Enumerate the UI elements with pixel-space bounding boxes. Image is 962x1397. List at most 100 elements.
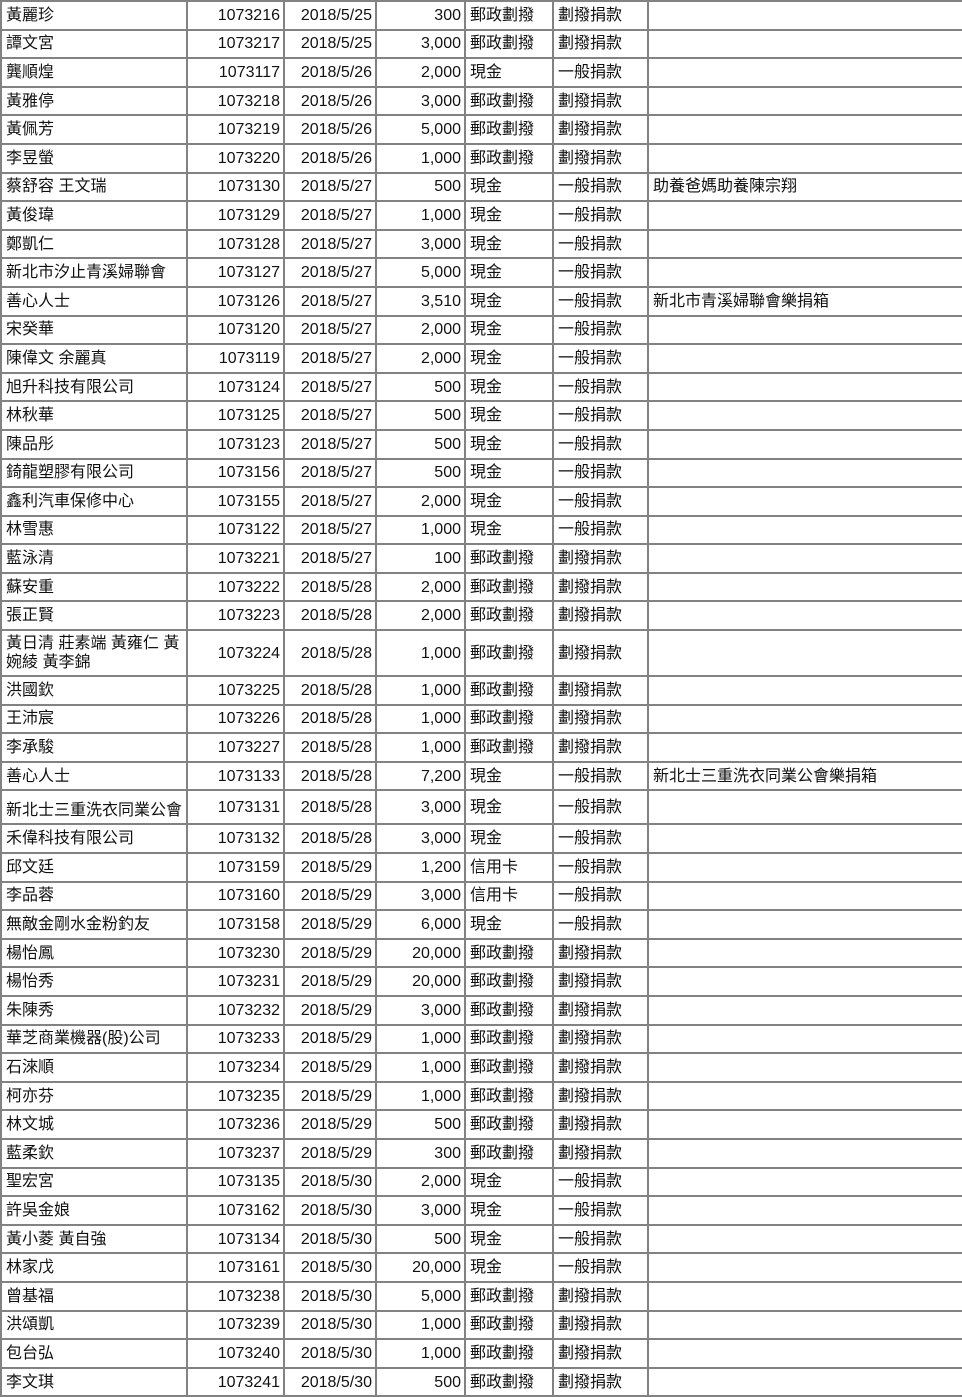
cell-date: 2018/5/29	[283, 966, 377, 997]
table-row: 李文琪 1073241 2018/5/30 500 郵政劃撥 劃撥捐款	[0, 1366, 962, 1397]
cell-donor-name: 黃俊瑋	[0, 200, 188, 231]
cell-donation-type: 一般捐款	[552, 457, 649, 489]
cell-date: 2018/5/26	[283, 57, 377, 88]
cell-amount: 1,000	[375, 200, 466, 231]
cell-donor-name: 善心人士	[0, 760, 188, 792]
cell-donation-type: 劃撥捐款	[552, 1366, 649, 1397]
cell-donor-name: 許吳金娘	[0, 1195, 188, 1226]
table-row: 邱文廷 1073159 2018/5/29 1,200 信用卡 一般捐款	[0, 852, 962, 883]
cell-amount: 3,000	[375, 1195, 466, 1226]
cell-note: 新北市青溪婦聯會樂捐箱	[647, 285, 962, 317]
cell-donation-type: 一般捐款	[552, 228, 649, 260]
cell-amount: 3,510	[375, 285, 466, 317]
table-row: 鄭凱仁 1073128 2018/5/27 3,000 現金 一般捐款	[0, 228, 962, 260]
cell-receipt-number: 1073127	[186, 257, 285, 288]
cell-receipt-number: 1073236	[186, 1109, 285, 1140]
table-row: 石淶順 1073234 2018/5/29 1,000 郵政劃撥 劃撥捐款	[0, 1052, 962, 1083]
cell-receipt-number: 1073216	[186, 0, 285, 31]
cell-note	[647, 909, 962, 940]
cell-note: 新北士三重洗衣同業公會樂捐箱	[647, 760, 962, 792]
cell-note	[647, 85, 962, 117]
cell-amount: 20,000	[375, 966, 466, 997]
cell-date: 2018/5/27	[283, 400, 377, 431]
cell-donor-name: 黃麗珍	[0, 0, 188, 31]
cell-receipt-number: 1073233	[186, 1023, 285, 1055]
cell-date: 2018/5/28	[283, 703, 377, 735]
cell-note	[647, 937, 962, 969]
cell-date: 2018/5/30	[283, 1252, 377, 1283]
cell-amount: 3,000	[375, 823, 466, 855]
cell-receipt-number: 1073123	[186, 428, 285, 460]
cell-payment-method: 郵政劃撥	[464, 675, 554, 706]
table-row: 王沛宸 1073226 2018/5/28 1,000 郵政劃撥 劃撥捐款	[0, 703, 962, 735]
cell-note	[647, 789, 962, 826]
cell-donor-name: 林秋華	[0, 400, 188, 431]
cell-amount: 500	[375, 1109, 466, 1140]
cell-payment-method: 郵政劃撥	[464, 1080, 554, 1112]
cell-note	[647, 0, 962, 31]
cell-payment-method: 郵政劃撥	[464, 571, 554, 603]
cell-donation-type: 劃撥捐款	[552, 732, 649, 763]
cell-note	[647, 1280, 962, 1312]
cell-note	[647, 428, 962, 460]
cell-donor-name: 蘇安重	[0, 571, 188, 603]
table-row: 許吳金娘 1073162 2018/5/30 3,000 現金 一般捐款	[0, 1195, 962, 1226]
cell-amount: 2,000	[375, 314, 466, 346]
cell-receipt-number: 1073119	[186, 343, 285, 374]
cell-receipt-number: 1073232	[186, 995, 285, 1026]
table-row: 譚文宮 1073217 2018/5/25 3,000 郵政劃撥 劃撥捐款	[0, 28, 962, 60]
table-row: 蘇安重 1073222 2018/5/28 2,000 郵政劃撥 劃撥捐款	[0, 571, 962, 603]
cell-donation-type: 劃撥捐款	[552, 1338, 649, 1369]
cell-donation-type: 一般捐款	[552, 285, 649, 317]
cell-date: 2018/5/29	[283, 937, 377, 969]
cell-date: 2018/5/30	[283, 1280, 377, 1312]
cell-amount: 1,000	[375, 142, 466, 174]
table-row: 柯亦芬 1073235 2018/5/29 1,000 郵政劃撥 劃撥捐款	[0, 1080, 962, 1112]
table-row: 新北士三重洗衣同業公會 1073131 2018/5/28 3,000 現金 一般捐款	[0, 789, 962, 826]
cell-donation-type: 劃撥捐款	[552, 966, 649, 997]
cell-donation-type: 一般捐款	[552, 760, 649, 792]
cell-payment-method: 郵政劃撥	[464, 1137, 554, 1169]
cell-amount: 1,000	[375, 1080, 466, 1112]
cell-amount: 1,000	[375, 1309, 466, 1341]
cell-note	[647, 343, 962, 374]
table-row: 黃小菱 黃自強 1073134 2018/5/30 500 現金 一般捐款	[0, 1223, 962, 1255]
cell-payment-method: 現金	[464, 343, 554, 374]
table-row: 林家戊 1073161 2018/5/30 20,000 現金 一般捐款	[0, 1252, 962, 1283]
cell-donor-name: 聖宏宮	[0, 1166, 188, 1198]
cell-donor-name: 李承駿	[0, 732, 188, 763]
cell-date: 2018/5/27	[283, 171, 377, 203]
cell-note	[647, 966, 962, 997]
cell-payment-method: 現金	[464, 514, 554, 546]
cell-payment-method: 現金	[464, 1252, 554, 1283]
cell-receipt-number: 1073117	[186, 57, 285, 88]
cell-donation-type: 劃撥捐款	[552, 1080, 649, 1112]
cell-receipt-number: 1073155	[186, 486, 285, 517]
cell-donation-type: 劃撥捐款	[552, 1280, 649, 1312]
cell-receipt-number: 1073238	[186, 1280, 285, 1312]
cell-payment-method: 現金	[464, 200, 554, 231]
cell-donor-name: 新北市汐止青溪婦聯會	[0, 257, 188, 288]
table-row: 聖宏宮 1073135 2018/5/30 2,000 現金 一般捐款	[0, 1166, 962, 1198]
cell-donation-type: 劃撥捐款	[552, 1052, 649, 1083]
cell-payment-method: 郵政劃撥	[464, 1280, 554, 1312]
cell-donation-type: 一般捐款	[552, 314, 649, 346]
cell-receipt-number: 1073224	[186, 629, 285, 678]
cell-date: 2018/5/28	[283, 789, 377, 826]
cell-payment-method: 郵政劃撥	[464, 114, 554, 145]
cell-receipt-number: 1073239	[186, 1309, 285, 1341]
cell-payment-method: 現金	[464, 428, 554, 460]
cell-payment-method: 現金	[464, 457, 554, 489]
cell-receipt-number: 1073131	[186, 789, 285, 826]
cell-donor-name: 宋癸華	[0, 314, 188, 346]
cell-note	[647, 28, 962, 60]
cell-note	[647, 543, 962, 574]
cell-receipt-number: 1073161	[186, 1252, 285, 1283]
cell-date: 2018/5/28	[283, 675, 377, 706]
cell-note	[647, 57, 962, 88]
cell-donation-type: 一般捐款	[552, 909, 649, 940]
cell-donor-name: 黃日清 莊素端 黃雍仁 黃婉綾 黃李錦	[0, 629, 188, 678]
cell-note	[647, 400, 962, 431]
cell-amount: 3,000	[375, 228, 466, 260]
